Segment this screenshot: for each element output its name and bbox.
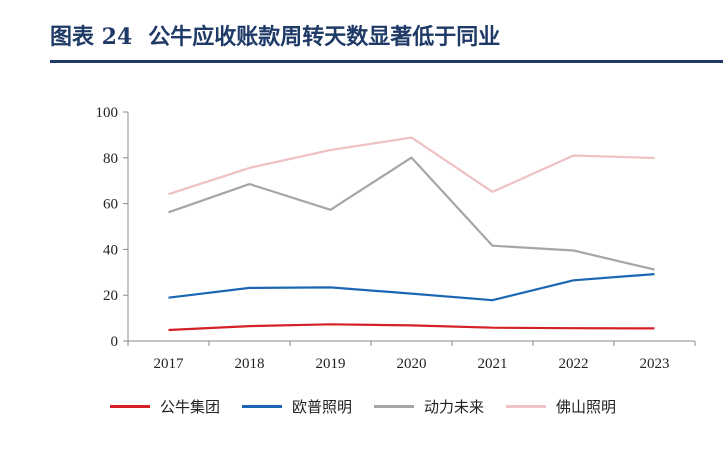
figure-label: 图表 24 [50, 24, 133, 50]
legend-item: 欧普照明 [242, 396, 352, 417]
x-tick-label: 2020 [397, 356, 427, 372]
y-tick-label: 40 [103, 242, 118, 258]
y-tick-label: 0 [111, 334, 119, 350]
legend-label: 动力未来 [424, 398, 485, 416]
chart-axes: 0 20 40 60 80 100 2017 2018 2019 2020 2021 2022 2023 [96, 105, 696, 372]
series-line-4 [168, 136, 655, 196]
chart-series [168, 136, 655, 332]
x-tick-label: 2017 [154, 356, 185, 372]
legend-swatch [242, 405, 283, 408]
legend-label: 佛山照明 [556, 398, 617, 416]
legend-label: 公牛集团 [160, 398, 221, 416]
series-line-2 [168, 273, 655, 302]
x-tick-label: 2021 [478, 356, 508, 372]
series-line-1 [168, 323, 655, 332]
x-tick-label: 2023 [640, 356, 670, 372]
y-tick-label: 60 [103, 197, 118, 213]
y-tick-label: 20 [103, 288, 118, 304]
series-line-3 [168, 156, 655, 271]
x-tick-label: 2022 [559, 356, 589, 372]
y-tick-label: 80 [103, 151, 118, 167]
y-tick-label: 100 [96, 105, 119, 121]
x-tick-label: 2019 [316, 356, 346, 372]
legend-swatch [110, 405, 150, 408]
title-underline [50, 60, 723, 63]
legend-swatch [374, 405, 415, 408]
figure-caption: 公牛应收账款周转天数显著低于同业 [148, 24, 501, 50]
legend-swatch [506, 405, 547, 408]
chart-legend: 公牛集团 欧普照明 动力未来 佛山照明 [110, 396, 638, 417]
x-tick-label: 2018 [235, 356, 265, 372]
legend-item: 动力未来 [374, 396, 484, 417]
legend-label: 欧普照明 [292, 398, 353, 416]
legend-item: 公牛集团 [110, 396, 220, 417]
legend-item: 佛山照明 [506, 396, 616, 417]
figure-title: 图表 24 公牛应收账款周转天数显著低于同业 [50, 22, 500, 52]
